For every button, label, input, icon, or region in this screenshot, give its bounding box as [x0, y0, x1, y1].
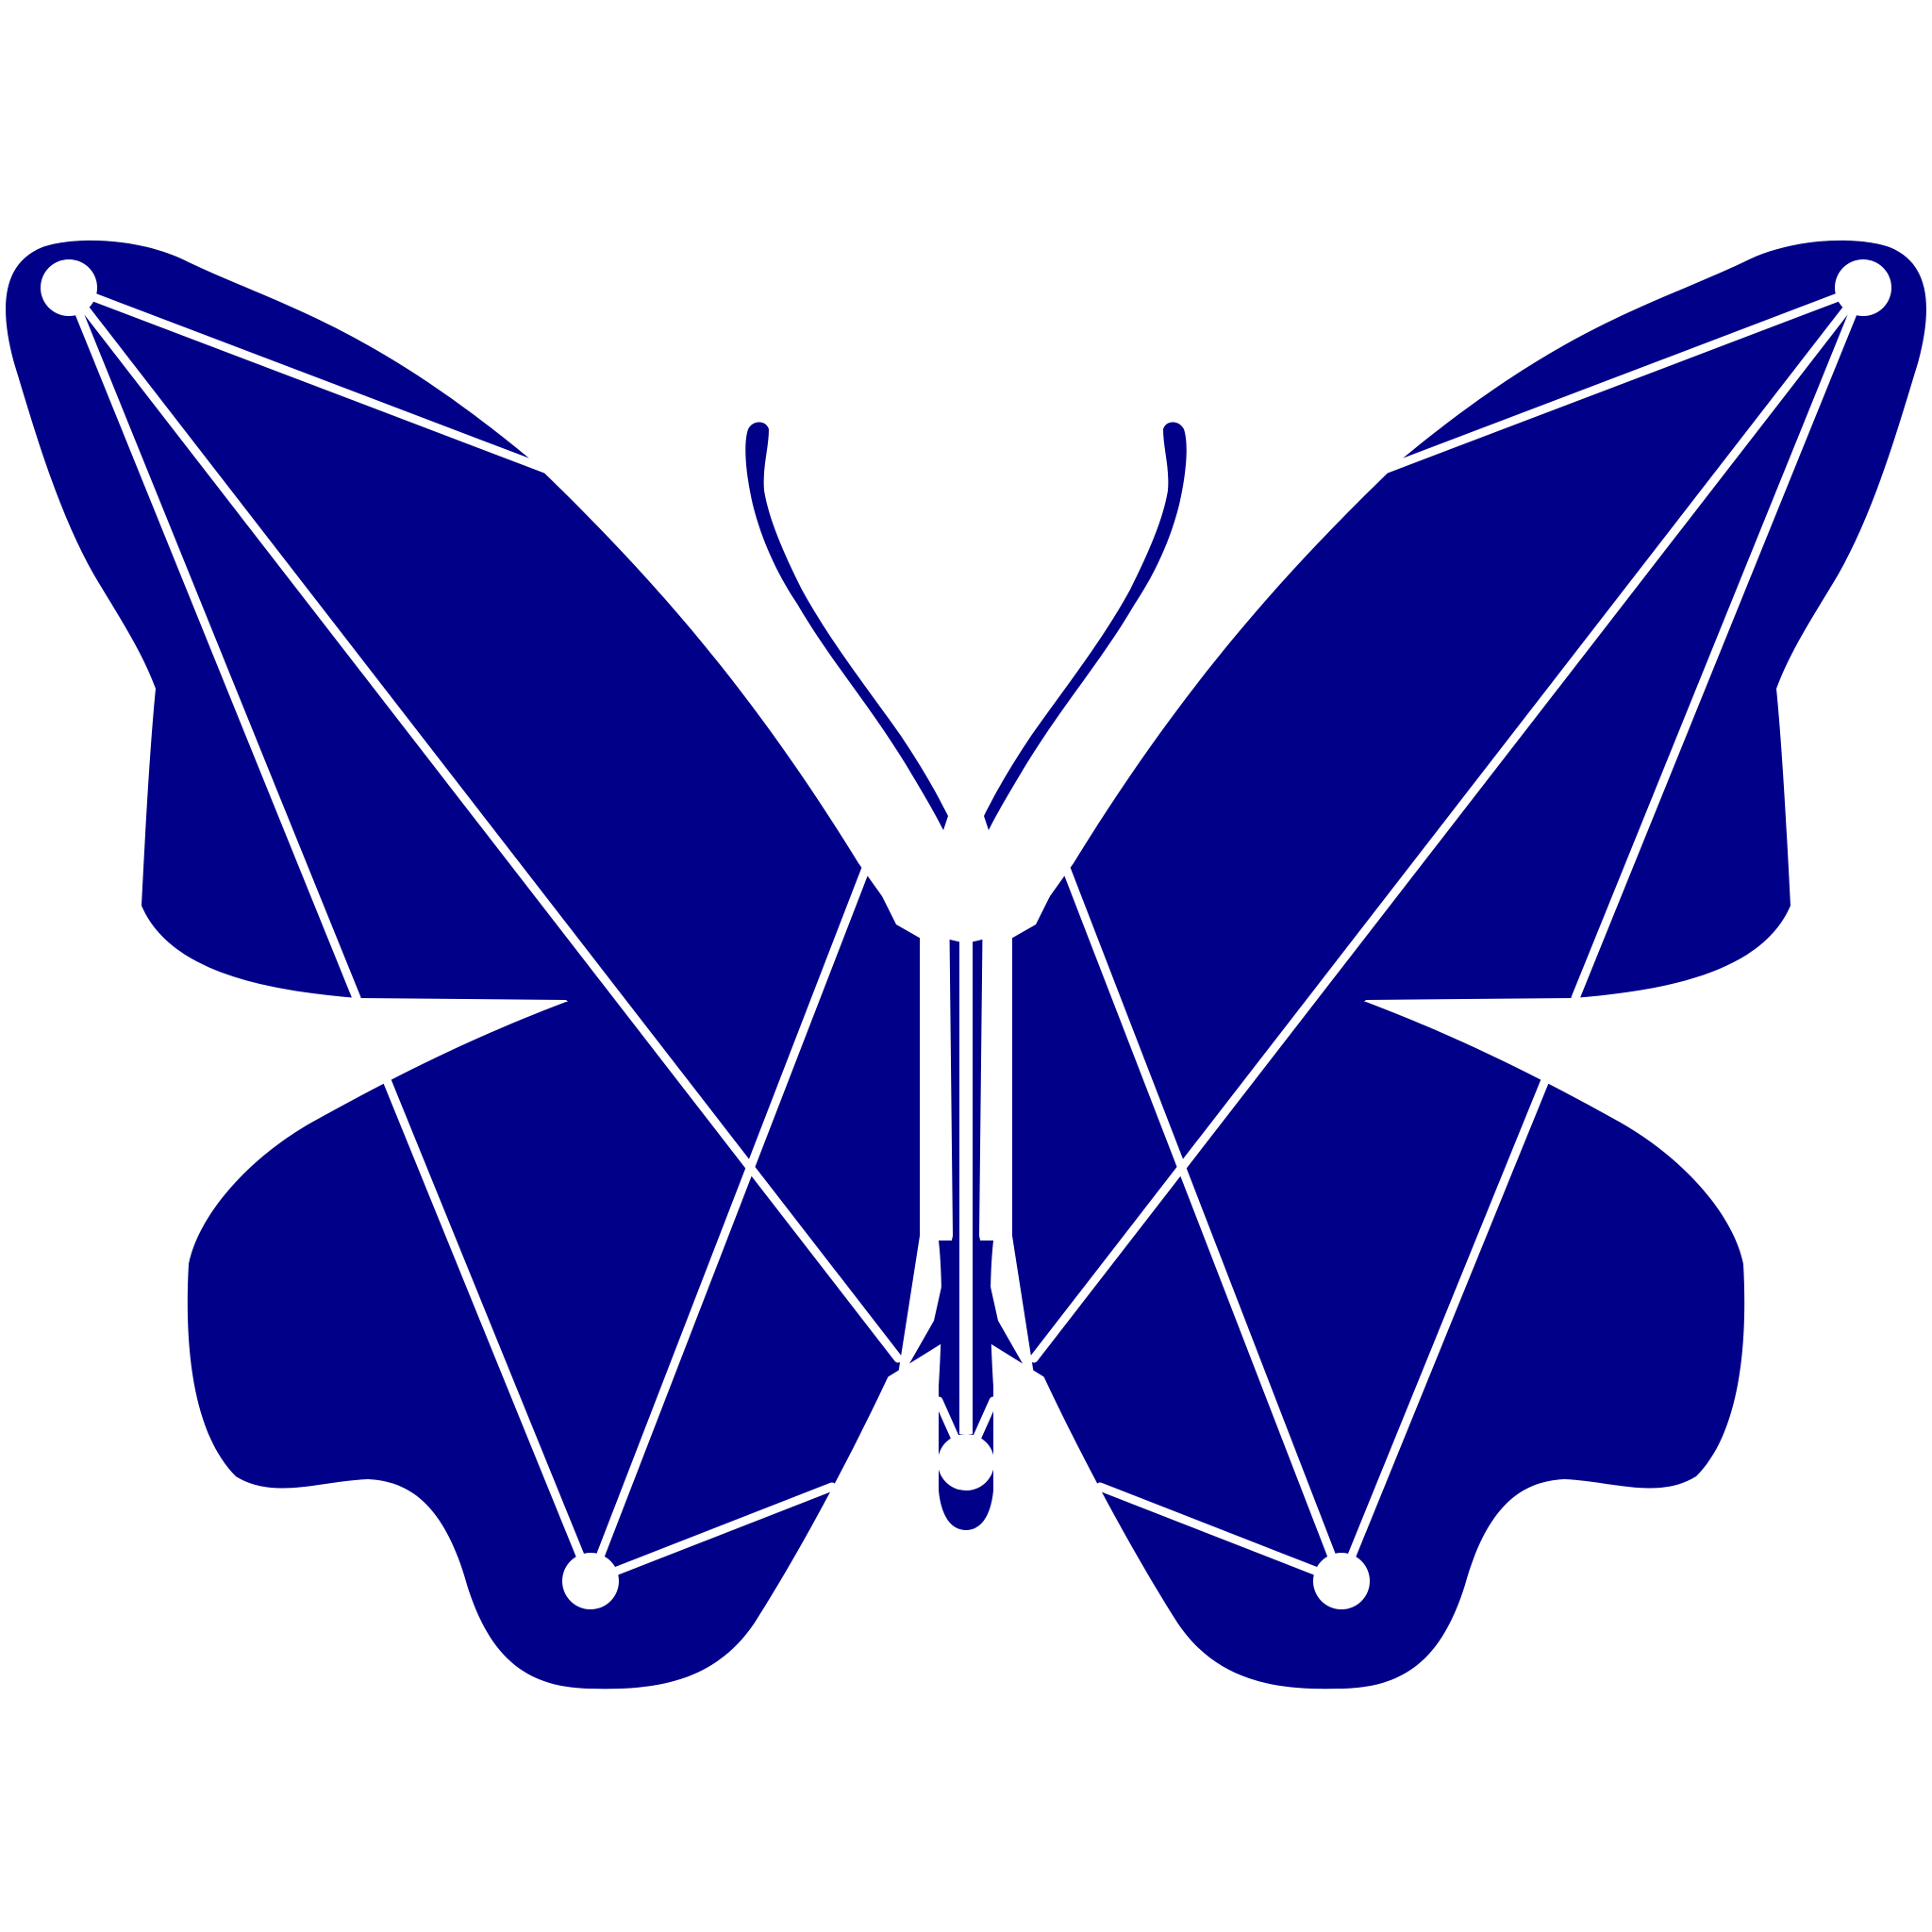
line-right-3 — [1029, 283, 1868, 1363]
node-bottom-left — [562, 1553, 619, 1609]
line-left-3 — [64, 283, 903, 1363]
line-left-6 — [586, 1482, 837, 1586]
line-nodes — [41, 259, 1891, 1609]
line-right-6 — [1095, 1482, 1346, 1586]
line-left-2 — [64, 283, 361, 1003]
body-gap-upper-right — [1003, 420, 1390, 943]
node-body — [938, 1434, 994, 1491]
node-top-left — [41, 259, 97, 316]
right-antenna — [984, 422, 1187, 830]
body-split — [959, 802, 973, 1434]
line-left-1 — [64, 283, 550, 474]
line-right-1 — [1382, 283, 1868, 474]
geometric-lines — [64, 283, 1868, 1586]
left-antenna — [745, 422, 948, 830]
line-right-2 — [1571, 283, 1868, 1003]
butterfly-silhouette — [6, 240, 1926, 1690]
body-gap-upper — [542, 420, 929, 943]
line-right-4 — [1337, 1075, 1550, 1586]
node-bottom-right — [1313, 1553, 1370, 1609]
line-left-4 — [382, 1075, 595, 1586]
line-right-5 — [1059, 858, 1346, 1586]
node-top-right — [1835, 259, 1891, 316]
line-left-5 — [586, 858, 873, 1586]
